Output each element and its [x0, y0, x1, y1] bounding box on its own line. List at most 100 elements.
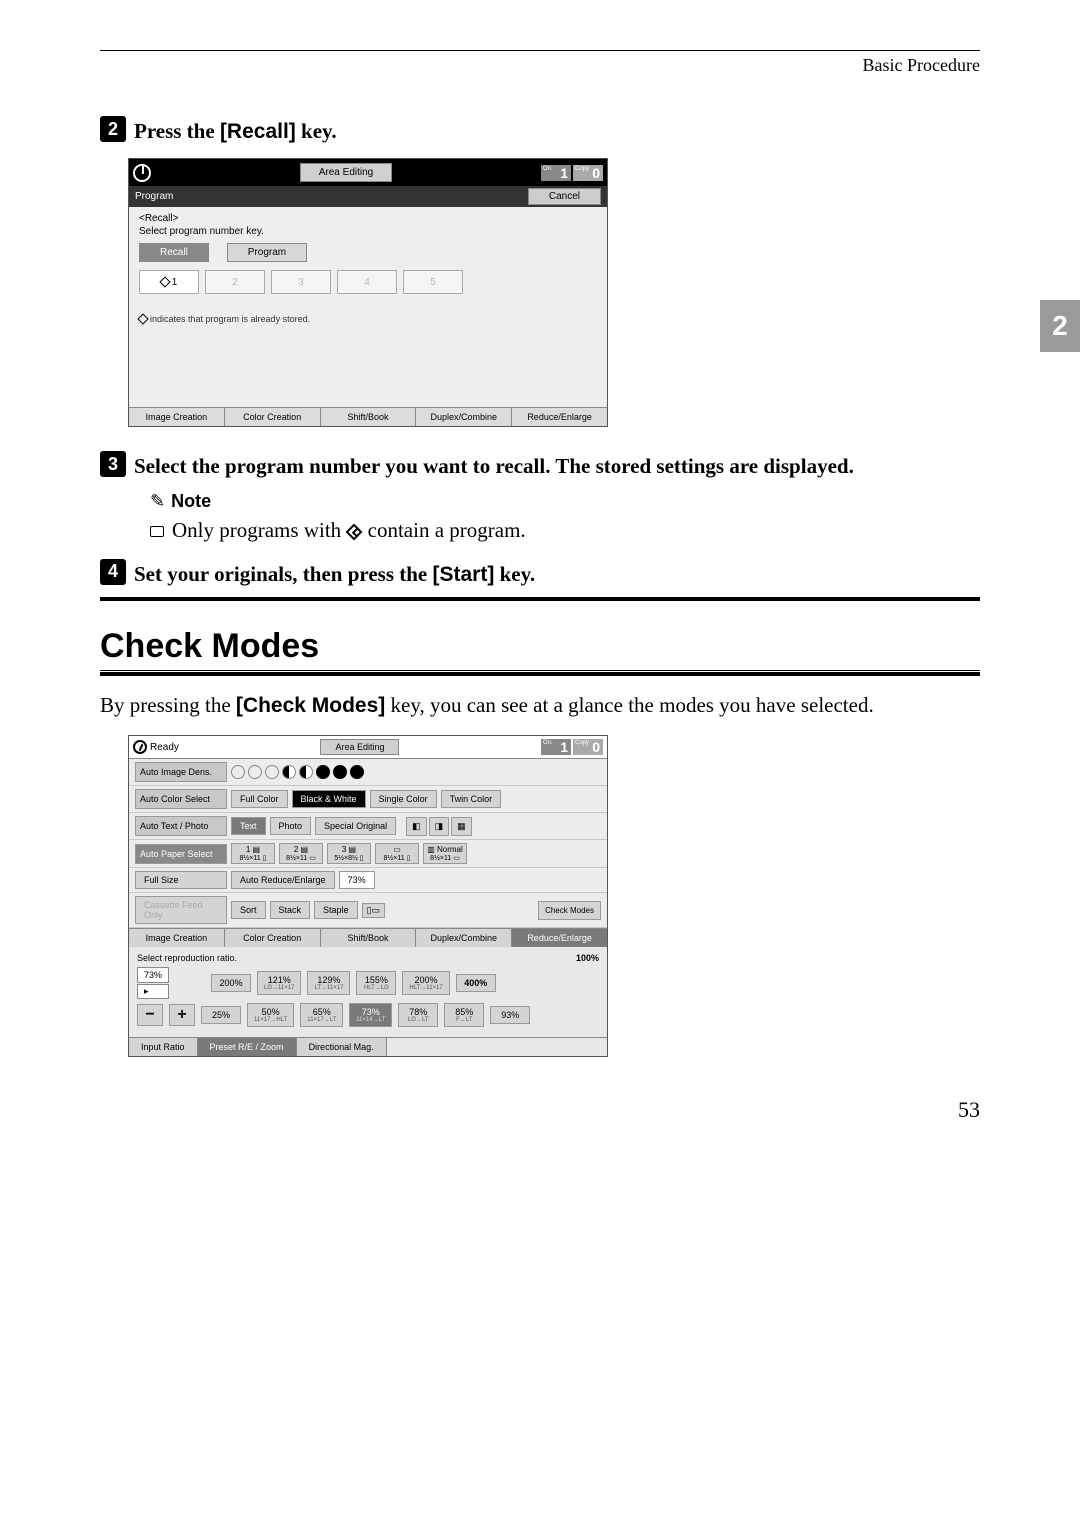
step-2-after: key. — [296, 119, 337, 143]
note-text-before: Only programs with — [172, 518, 346, 542]
cassette-feed-button: Cassette Feed Only — [135, 896, 227, 924]
tray-icon-3: ▦ — [451, 817, 472, 836]
diamond-icon — [159, 277, 170, 288]
select-ratio-label: Select reproduction ratio. — [137, 953, 237, 963]
black-white-button: Black & White — [292, 790, 366, 808]
step-2-text: Press the [Recall] key. — [134, 116, 337, 146]
ratio-129: 129%LT→11×17 — [307, 971, 350, 995]
full-color-button: Full Color — [231, 790, 288, 808]
ratio-200b: 200%HLT→11×17 — [402, 971, 449, 995]
plus-button: + — [169, 1004, 195, 1026]
paper-tray-2: 2 ▤8½×11 ▭ — [279, 843, 323, 864]
tray-icons: ◧ ◨ ▦ — [406, 817, 472, 836]
ratio-121: 121%LG→11×17 — [257, 971, 301, 995]
step-4-num: 4 — [100, 559, 126, 585]
ready-text: Ready — [150, 742, 179, 753]
note-header: ✎ Note — [150, 491, 980, 512]
counter-copy: Copy0 — [573, 739, 603, 755]
p3t: 3 ▤ — [342, 845, 356, 854]
p3: 5½×8½ ▯ — [334, 854, 363, 862]
header-rule — [100, 50, 980, 51]
recall-subtext: Select program number key. — [139, 226, 597, 237]
ratio-73: 73%11×14→LT — [349, 1003, 392, 1027]
step-4-key: [Start] — [433, 563, 495, 586]
step-2: 2 Press the [Recall] key. — [100, 116, 980, 146]
area-editing-button: Area Editing — [300, 163, 392, 182]
slot-1-num: 1 — [172, 277, 178, 288]
paper-tray-4: ▭8½×11 ▯ — [375, 843, 419, 864]
c-cpy-v: 0 — [592, 739, 600, 755]
r85s: F→LT — [451, 1017, 477, 1023]
cancel-button: Cancel — [528, 188, 601, 205]
preset-re-zoom-tab: Preset R/E / Zoom — [198, 1038, 297, 1056]
r65: 65% — [313, 1007, 331, 1017]
screenshot-recall: Area Editing Ori.1 Copy0 Program Cancel … — [128, 158, 608, 427]
tab-duplex-combine: Duplex/Combine — [416, 408, 512, 426]
p4t: ▭ — [393, 845, 401, 854]
ratio-93: 93% — [490, 1006, 530, 1024]
ratio-400: 400% — [456, 974, 496, 992]
note-text-after: contain a program. — [362, 518, 525, 542]
tray-icon-1: ◧ — [406, 817, 427, 836]
r78s: LG→LT — [405, 1017, 431, 1023]
counter-ori: Ori.1 — [541, 165, 571, 181]
program-label: Program — [135, 191, 173, 202]
full-size-button: Full Size — [135, 871, 227, 889]
counter-copy-value: 0 — [592, 165, 600, 181]
tab-reduce-enlarge: Reduce/Enlarge — [512, 408, 607, 426]
bullet-icon — [150, 526, 164, 537]
auto-color-select-label: Auto Color Select — [135, 789, 227, 809]
ratio-155: 155%HLT→LG — [356, 971, 396, 995]
sort-button: Sort — [231, 901, 266, 919]
program-slot-1: 1 — [139, 270, 199, 294]
tab-reduce-enlarge: Reduce/Enlarge — [512, 929, 607, 947]
ratio-arrow: ▸ — [137, 984, 169, 999]
r200b: 200% — [415, 975, 438, 985]
p2: 8½×11 ▭ — [286, 854, 316, 862]
counter-copy: Copy0 — [573, 165, 603, 181]
body-after: key, you can see at a glance the modes y… — [385, 693, 873, 717]
single-color-button: Single Color — [370, 790, 437, 808]
body-key: [Check Modes] — [236, 694, 385, 717]
r85: 85% — [455, 1007, 473, 1017]
section-rule-thick-2 — [100, 672, 980, 676]
paper-tray-5: ▥ Normal8½×11 ▭ — [423, 843, 467, 864]
r78: 78% — [409, 1007, 427, 1017]
r121: 121% — [268, 975, 291, 985]
lcd1-bar2: Program Cancel — [129, 186, 607, 207]
step-3-num: 3 — [100, 451, 126, 477]
tab-duplex-combine: Duplex/Combine — [416, 929, 512, 947]
r155: 155% — [365, 975, 388, 985]
auto-paper-select-label: Auto Paper Select — [135, 844, 227, 864]
p4: 8½×11 ▯ — [384, 854, 411, 862]
step-3-text: Select the program number you want to re… — [134, 451, 854, 480]
ready-indicator: Ready — [133, 740, 179, 754]
r50s: 11×17→HLT — [254, 1017, 287, 1023]
tab-shift-book: Shift/Book — [321, 408, 417, 426]
auto-text-photo-label: Auto Text / Photo — [135, 816, 227, 836]
auto-reduce-enlarge-button: Auto Reduce/Enlarge — [231, 871, 335, 889]
diamond-icon — [137, 314, 148, 325]
stack-button: Stack — [270, 901, 311, 919]
step-2-before: Press the — [134, 119, 220, 143]
lcd1-topbar: Area Editing Ori.1 Copy0 — [129, 159, 607, 186]
ratio-73-display: 73% — [339, 871, 375, 889]
p5: 8½×11 ▭ — [430, 854, 460, 862]
tab-color-creation: Color Creation — [225, 408, 321, 426]
directional-mag-tab: Directional Mag. — [297, 1038, 387, 1056]
r121s: LG→11×17 — [264, 985, 294, 991]
step-4-after: key. — [494, 562, 535, 586]
chapter-tab: 2 — [1040, 300, 1080, 352]
step-4: 4 Set your originals, then press the [St… — [100, 559, 980, 589]
check-modes-body: By pressing the [Check Modes] key, you c… — [100, 690, 980, 721]
program-slot-4: 4 — [337, 270, 397, 294]
screenshot-check-modes: Ready Area Editing Ori.1 Copy0 Auto Imag… — [128, 735, 608, 1057]
ratio-50: 50%11×17→HLT — [247, 1003, 294, 1027]
r73: 73% — [362, 1007, 380, 1017]
area-editing-button: Area Editing — [320, 739, 399, 755]
input-ratio-tab: Input Ratio — [129, 1038, 198, 1056]
tab-image-creation: Image Creation — [129, 408, 225, 426]
step-2-num: 2 — [100, 116, 126, 142]
counter-ori-value: 1 — [560, 165, 568, 181]
c-ori-l: Ori. — [543, 740, 553, 746]
